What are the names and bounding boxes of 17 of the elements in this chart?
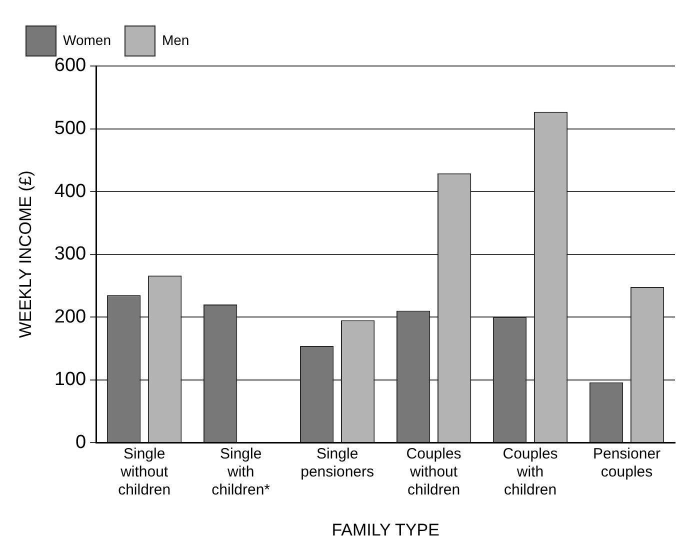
legend-label: Men [162,32,190,48]
legend-label: Women [63,32,111,48]
y-tick-label: 600 [54,55,86,76]
x-axis-title: FAMILY TYPE [332,520,440,540]
x-tick-label: Single without children [118,446,171,499]
x-tick-label: Couples without children [406,446,462,499]
y-tick-label: 200 [54,306,86,328]
y-axis-title: WEEKLY INCOME (£) [16,170,35,338]
y-tick-label: 500 [54,118,86,139]
y-tick-label: 400 [54,180,86,202]
x-tick-label: Single pensioners [300,446,374,481]
x-tick-label: Single with children* [212,446,270,499]
x-tick-label: Couples with children [502,446,558,499]
y-tick-label: 0 [76,432,86,453]
y-tick-label: 100 [54,369,86,390]
y-tick-label: 300 [54,244,86,265]
x-tick-label: Pensioner couples [592,446,661,481]
